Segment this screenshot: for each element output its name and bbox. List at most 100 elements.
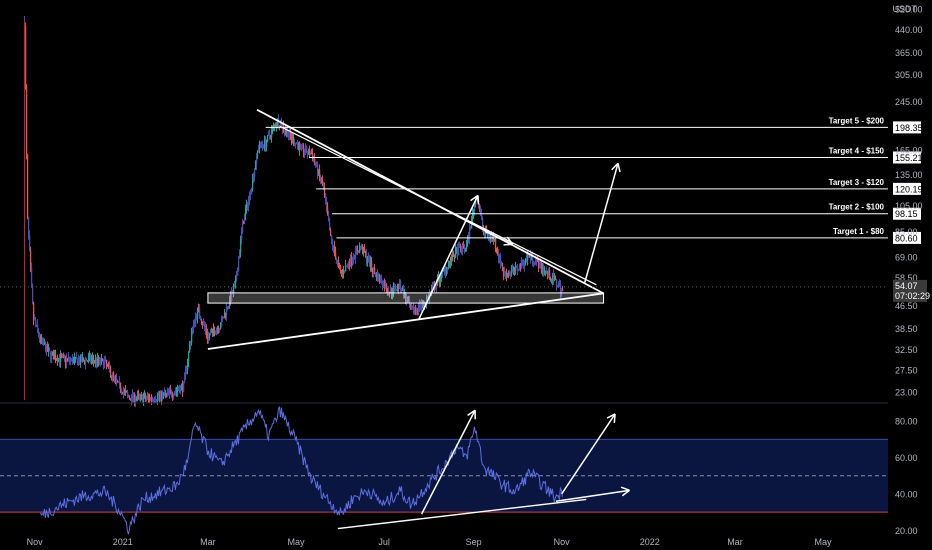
time-tick-label: Mar bbox=[727, 537, 743, 547]
candle-body bbox=[382, 283, 384, 287]
candle-body bbox=[491, 235, 493, 238]
candle-body bbox=[318, 170, 320, 175]
candle-body bbox=[146, 398, 148, 400]
candle-body bbox=[234, 284, 236, 288]
candle-body bbox=[381, 278, 383, 284]
candle-body bbox=[189, 345, 191, 352]
price-tick-label: 305.00 bbox=[895, 70, 923, 80]
candle-body bbox=[220, 326, 222, 329]
candle-body bbox=[53, 352, 55, 360]
candle-body bbox=[238, 258, 240, 271]
candle-body bbox=[57, 359, 59, 362]
candle-body bbox=[130, 398, 132, 401]
candle-body bbox=[242, 221, 244, 232]
last-price-value: 54.07 bbox=[895, 281, 918, 291]
candle-body bbox=[435, 288, 437, 290]
rsi-tick-label: 20.00 bbox=[895, 526, 918, 536]
candle-body bbox=[136, 398, 138, 400]
candle-body bbox=[369, 257, 371, 267]
candle-body bbox=[177, 389, 179, 391]
candle-body bbox=[463, 244, 465, 248]
candle-body bbox=[502, 265, 504, 271]
candle-body bbox=[105, 359, 107, 362]
time-tick-label: Mar bbox=[200, 537, 216, 547]
candle-body bbox=[25, 25, 27, 88]
candle-body bbox=[261, 142, 263, 145]
candle-body bbox=[513, 267, 515, 270]
candle-body bbox=[111, 376, 113, 378]
candle-body bbox=[154, 400, 156, 402]
candle-body bbox=[132, 394, 134, 399]
price-tick-label: 165.00 bbox=[895, 145, 923, 155]
candle-body bbox=[286, 130, 288, 132]
candle-body bbox=[365, 252, 367, 254]
candle-body bbox=[362, 245, 364, 253]
candle-body bbox=[66, 358, 68, 363]
candle-body bbox=[63, 356, 65, 358]
candle-body bbox=[302, 145, 304, 147]
candle-body bbox=[319, 170, 321, 177]
candle-body bbox=[482, 217, 484, 227]
candle-body bbox=[199, 308, 201, 317]
candle-body bbox=[30, 250, 32, 269]
candle-body bbox=[73, 359, 75, 364]
candle-body bbox=[391, 288, 393, 294]
candle-body bbox=[441, 271, 443, 279]
candle-body bbox=[68, 357, 70, 359]
candle-body bbox=[134, 393, 136, 402]
candle-body bbox=[67, 358, 69, 360]
candle-body bbox=[235, 279, 237, 285]
candle-body bbox=[503, 270, 505, 275]
candle-body bbox=[516, 265, 518, 267]
candle-body bbox=[224, 313, 226, 318]
candle-body bbox=[474, 204, 476, 213]
candle-body bbox=[251, 188, 253, 195]
candle-body bbox=[120, 382, 122, 391]
candle-body bbox=[202, 322, 204, 325]
candle-body bbox=[309, 149, 311, 155]
candle-body bbox=[287, 130, 289, 138]
candle-body bbox=[555, 278, 557, 280]
candle-body bbox=[99, 358, 101, 362]
candle-body bbox=[404, 293, 406, 298]
candle-body bbox=[275, 124, 277, 127]
candle-body bbox=[297, 144, 299, 146]
candle-body bbox=[496, 247, 498, 252]
candle-body bbox=[95, 358, 97, 362]
drawings-layer[interactable]: Target 5 - $200 Target 4 - $150 Target 3 -… bbox=[0, 108, 888, 530]
rsi-line bbox=[39, 406, 563, 535]
candle-body bbox=[270, 135, 272, 137]
candle-body bbox=[416, 309, 418, 311]
price-arrow-head bbox=[617, 163, 621, 173]
currency-label: USDT bbox=[893, 4, 918, 14]
candle-body bbox=[345, 265, 347, 272]
candle-body bbox=[515, 265, 517, 271]
candle-body bbox=[185, 369, 187, 375]
candle-body bbox=[527, 256, 529, 260]
candle-body bbox=[217, 328, 219, 330]
candle-body bbox=[459, 246, 461, 248]
candle-body bbox=[487, 233, 489, 235]
candle-body bbox=[284, 130, 286, 132]
candle-body bbox=[255, 164, 257, 170]
candle-body bbox=[227, 307, 229, 309]
candle-body bbox=[39, 335, 41, 340]
candle-body bbox=[37, 324, 39, 330]
price-tick-label: 135.00 bbox=[895, 170, 923, 180]
rsi-arrow-head bbox=[467, 409, 476, 416]
candle-body bbox=[51, 353, 53, 359]
candle-body bbox=[266, 141, 268, 147]
candle-body bbox=[208, 335, 210, 339]
price-tick-label: 23.00 bbox=[895, 387, 918, 397]
candle-body bbox=[45, 343, 47, 352]
candle-body bbox=[264, 139, 266, 148]
candle-body bbox=[418, 304, 420, 312]
candle-body bbox=[155, 400, 157, 402]
candle-body bbox=[184, 374, 186, 382]
price-tick-label: 365.00 bbox=[895, 48, 923, 58]
candle-body bbox=[413, 307, 415, 313]
candle-body bbox=[245, 210, 247, 215]
candle-body bbox=[42, 339, 44, 341]
time-tick-label: Nov bbox=[27, 537, 44, 547]
